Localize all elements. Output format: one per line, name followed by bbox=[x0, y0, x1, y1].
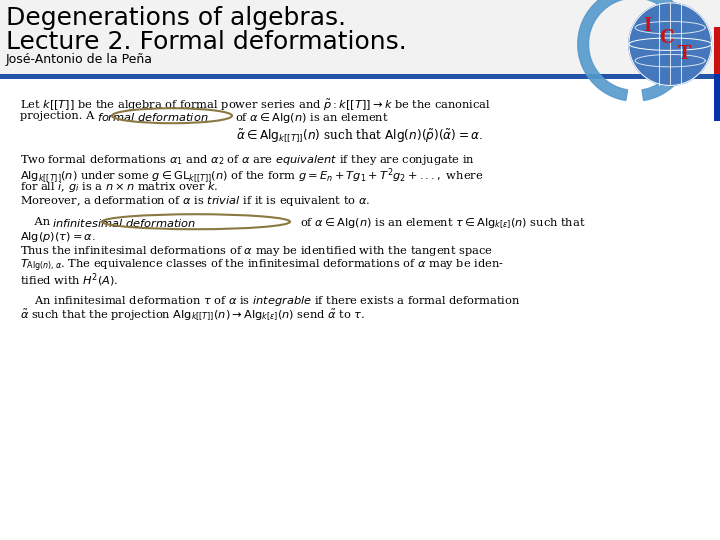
Text: C: C bbox=[659, 29, 673, 47]
Circle shape bbox=[629, 3, 711, 85]
Text: Thus the infinitesimal deformations of $\alpha$ may be identified with the tange: Thus the infinitesimal deformations of $… bbox=[20, 244, 492, 258]
Bar bbox=[714, 74, 720, 121]
Text: $\tilde{\alpha} \in \mathrm{Alg}_{k[[T]]}(n)$ such that $\mathrm{Alg}(n)(\tilde{: $\tilde{\alpha} \in \mathrm{Alg}_{k[[T]]… bbox=[236, 127, 484, 145]
Text: An infinitesimal deformation $\tau$ of $\alpha$ is $\mathit{integrable}$ if ther: An infinitesimal deformation $\tau$ of $… bbox=[20, 294, 521, 308]
Text: Moreover, a deformation of $\alpha$ is $\mathit{trivial}$ if it is equivalent to: Moreover, a deformation of $\alpha$ is $… bbox=[20, 193, 370, 207]
Text: tified with $H^2(A)$.: tified with $H^2(A)$. bbox=[20, 271, 119, 288]
Text: Let $k[[T]]$ be the algebra of formal power series and $\tilde{p}: k[[T]] \to k$: Let $k[[T]]$ be the algebra of formal po… bbox=[20, 98, 491, 113]
Text: I: I bbox=[643, 17, 652, 35]
Text: for all $i$, $g_i$ is a $n \times n$ matrix over $k$.: for all $i$, $g_i$ is a $n \times n$ mat… bbox=[20, 180, 219, 194]
Bar bbox=[0, 0, 720, 75]
Text: of $\alpha \in \mathrm{Alg}(n)$ is an element: of $\alpha \in \mathrm{Alg}(n)$ is an el… bbox=[235, 111, 389, 125]
Text: of $\alpha \in \mathrm{Alg}(n)$ is an element $\tau \in \mathrm{Alg}_{k[\varepsi: of $\alpha \in \mathrm{Alg}(n)$ is an el… bbox=[300, 217, 585, 231]
Polygon shape bbox=[642, 0, 692, 100]
Text: Two formal deformations $\alpha_1$ and $\alpha_2$ of $\alpha$ are $\mathit{equiv: Two formal deformations $\alpha_1$ and $… bbox=[20, 153, 474, 167]
Text: $\mathrm{Alg}(p)(\tau) = \alpha.$: $\mathrm{Alg}(p)(\tau) = \alpha.$ bbox=[20, 231, 96, 245]
Text: An: An bbox=[20, 217, 50, 227]
Polygon shape bbox=[577, 0, 628, 100]
Text: T: T bbox=[678, 45, 691, 64]
Bar bbox=[714, 27, 720, 74]
Text: $\mathit{infinitesimal\ deformation}$: $\mathit{infinitesimal\ deformation}$ bbox=[52, 217, 197, 229]
Text: $\mathit{formal\ deformation}$: $\mathit{formal\ deformation}$ bbox=[97, 111, 209, 123]
Text: $T_{\mathrm{Alg}(n),\alpha}$. The equivalence classes of the infinitesimal defor: $T_{\mathrm{Alg}(n),\alpha}$. The equiva… bbox=[20, 258, 504, 274]
Text: Degenerations of algebras.: Degenerations of algebras. bbox=[6, 6, 346, 30]
Text: Lecture 2. Formal deformations.: Lecture 2. Formal deformations. bbox=[6, 30, 407, 54]
Text: $\tilde{\alpha}$ such that the projection $\mathrm{Alg}_{k[[T]]}(n) \to \mathrm{: $\tilde{\alpha}$ such that the projectio… bbox=[20, 308, 365, 323]
Text: projection. A: projection. A bbox=[20, 111, 94, 121]
Text: José-Antonio de la Peña: José-Antonio de la Peña bbox=[6, 53, 153, 66]
Text: $\mathrm{Alg}_{k[[T]]}(n)$ under some $g \in \mathrm{GL}_{k[[T]]}(n)$ of the for: $\mathrm{Alg}_{k[[T]]}(n)$ under some $g… bbox=[20, 166, 483, 185]
Bar bbox=[0, 74, 720, 79]
